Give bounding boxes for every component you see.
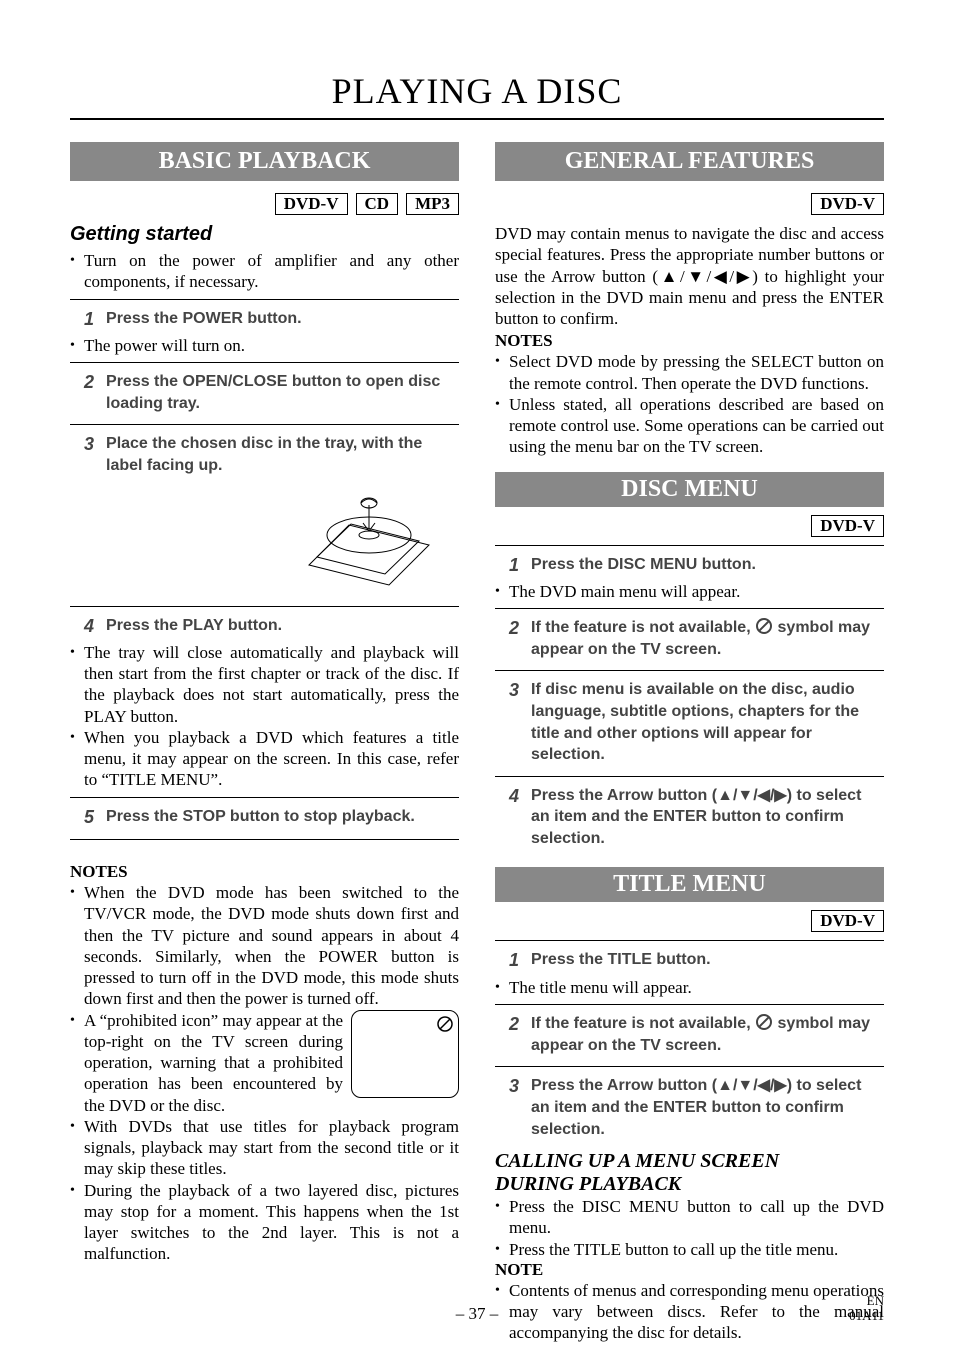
gf-note-a: Select DVD mode by pressing the SELECT b…	[495, 351, 884, 394]
rule	[495, 670, 884, 671]
general-features-header: GENERAL FEATURES	[495, 142, 884, 181]
rule	[70, 424, 459, 425]
rule	[495, 608, 884, 609]
page-title: PLAYING A DISC	[70, 70, 884, 112]
note-heading: NOTE	[495, 1260, 884, 1280]
disc-tray-icon	[289, 475, 439, 595]
rule	[70, 362, 459, 363]
rule	[495, 940, 884, 941]
step-4-text: Press the PLAY button.	[106, 615, 459, 637]
left-column: BASIC PLAYBACK DVD-V CD MP3 Getting star…	[70, 142, 459, 1344]
prohibited-icon	[755, 1013, 773, 1031]
rule	[70, 606, 459, 607]
step-3-text: Place the chosen disc in the tray, with …	[106, 433, 459, 476]
note-2-text: A “prohibited icon” may appear at the to…	[84, 1011, 343, 1115]
badge-dvdv: DVD-V	[811, 193, 884, 215]
rule	[495, 1004, 884, 1005]
badge-cd: CD	[356, 193, 399, 215]
step4-after2: When you playback a DVD which features a…	[70, 727, 459, 791]
tm-step2: If the feature is not available, symbol …	[531, 1013, 884, 1056]
notes-heading: NOTES	[495, 331, 884, 351]
step-number: 4	[84, 615, 94, 638]
rule	[495, 776, 884, 777]
disc-menu-header: DISC MENU	[495, 472, 884, 507]
calling-hdr1: CALLING UP A MENU SCREEN	[495, 1150, 884, 1173]
notes-heading: NOTES	[70, 862, 459, 882]
step-number: 1	[509, 554, 519, 577]
gf-intro: DVD may contain menus to navigate the di…	[495, 223, 884, 329]
badge-dvdv: DVD-V	[275, 193, 348, 215]
badge-row-dm: DVD-V	[495, 515, 884, 537]
dm-step3: If disc menu is available on the disc, a…	[531, 679, 884, 765]
step-5-text: Press the STOP button to stop playback.	[106, 806, 459, 828]
footer: – 37 –	[0, 1304, 954, 1324]
badge-row-left: DVD-V CD MP3	[70, 193, 459, 215]
badge-row-gf: DVD-V	[495, 193, 884, 215]
footer-code: 01A11	[849, 1308, 884, 1324]
prohibited-icon	[436, 1015, 454, 1033]
disc-tray-illustration	[70, 475, 459, 600]
rule	[495, 1066, 884, 1067]
badge-dvdv: DVD-V	[811, 515, 884, 537]
badge-row-tm: DVD-V	[495, 910, 884, 932]
note-3: With DVDs that use titles for playback p…	[70, 1116, 459, 1180]
calling-b2: Press the TITLE button to call up the ti…	[495, 1239, 884, 1260]
calling-hdr2: DURING PLAYBACK	[495, 1173, 884, 1196]
prohibited-icon-box	[351, 1010, 459, 1098]
step-number: 4	[509, 785, 519, 808]
tm-step3: Press the Arrow button (▲/▼/◀/▶) to sele…	[531, 1075, 884, 1140]
step-number: 2	[84, 371, 94, 394]
rule	[70, 797, 459, 798]
badge-dvdv: DVD-V	[811, 910, 884, 932]
calling-b1: Press the DISC MENU button to call up th…	[495, 1196, 884, 1239]
dm-step2a: If the feature is not available,	[531, 619, 755, 636]
footer-right: EN 01A11	[849, 1293, 884, 1324]
tm-step2a: If the feature is not available,	[531, 1015, 755, 1032]
dm-step2: If the feature is not available, symbol …	[531, 617, 884, 660]
rule	[70, 299, 459, 300]
note-2: A “prohibited icon” may appear at the to…	[70, 1010, 459, 1116]
step-number: 1	[84, 308, 94, 331]
basic-playback-header: BASIC PLAYBACK	[70, 142, 459, 181]
tm-after1: The title menu will appear.	[495, 977, 884, 998]
tm-step1: Press the TITLE button.	[531, 949, 884, 971]
dm-step1: Press the DISC MENU button.	[531, 554, 884, 576]
note-1: When the DVD mode has been switched to t…	[70, 882, 459, 1010]
step-number: 3	[84, 433, 94, 456]
title-menu-header: TITLE MENU	[495, 867, 884, 902]
title-rule	[70, 118, 884, 120]
note-4: During the playback of a two layered dis…	[70, 1180, 459, 1265]
step-number: 3	[509, 1075, 519, 1098]
step-number: 2	[509, 617, 519, 640]
dm-after1: The DVD main menu will appear.	[495, 581, 884, 602]
gf-note-b: Unless stated, all operations described …	[495, 394, 884, 458]
badge-mp3: MP3	[406, 193, 459, 215]
rule	[495, 545, 884, 546]
step-number: 1	[509, 949, 519, 972]
getting-started-heading: Getting started	[70, 223, 459, 246]
rule	[70, 839, 459, 840]
page-number: – 37 –	[456, 1304, 499, 1324]
step4-after1: The tray will close automatically and pl…	[70, 642, 459, 727]
step-number: 5	[84, 806, 94, 829]
footer-en: EN	[849, 1293, 884, 1309]
step-number: 3	[509, 679, 519, 702]
intro-bullet: Turn on the power of amplifier and any o…	[70, 250, 459, 293]
prohibited-icon	[755, 617, 773, 635]
step-2-text: Press the OPEN/CLOSE button to open disc…	[106, 371, 459, 414]
dm-step4: Press the Arrow button (▲/▼/◀/▶) to sele…	[531, 785, 884, 850]
step-1-text: Press the POWER button.	[106, 308, 459, 330]
step1-after: The power will turn on.	[70, 335, 459, 356]
right-column: GENERAL FEATURES DVD-V DVD may contain m…	[495, 142, 884, 1344]
step-number: 2	[509, 1013, 519, 1036]
